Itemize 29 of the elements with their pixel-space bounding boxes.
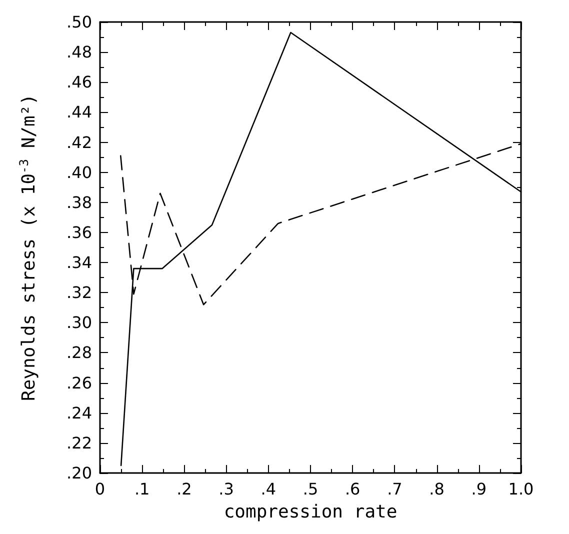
x-tick-label: .3 [218,480,234,498]
y-tick-label: .26 [66,373,92,392]
y-axis-title: Reynolds stress (x 10-3 N/m²) [17,94,40,402]
x-tick-label: .2 [176,480,192,498]
y-tick-label: .30 [66,313,92,332]
y-tick-label: .48 [66,42,92,62]
y-tick-label: .38 [66,192,92,212]
y-tick-label: .28 [66,343,92,362]
y-tick-label: .46 [66,72,92,92]
y-tick-label: .22 [66,433,92,452]
y-tick-label: .20 [66,464,92,482]
x-tick-label: .4 [260,480,276,498]
x-tick-label: .6 [344,480,360,498]
x-tick-label: .8 [429,480,444,498]
x-tick-label: 1.0 [508,480,534,498]
y-tick-label: .44 [66,102,92,122]
x-tick-label: .9 [471,480,487,498]
y-tick-label: .36 [66,222,92,242]
x-tick-label: .7 [387,480,402,498]
y-tick-label: .34 [66,253,92,272]
x-tick-label: 0 [94,480,106,498]
y-tick-label: .24 [66,403,92,422]
y-tick-label: .50 [66,12,92,32]
x-axis-title: compression rate [224,502,398,522]
x-tick-label: .5 [302,480,318,498]
y-tick-label: .40 [66,162,92,182]
y-tick-label: .42 [66,132,92,152]
x-tick-label: .1 [134,480,150,498]
y-tick-label: .32 [66,283,92,302]
